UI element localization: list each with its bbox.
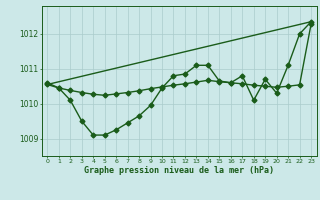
X-axis label: Graphe pression niveau de la mer (hPa): Graphe pression niveau de la mer (hPa) <box>84 166 274 175</box>
